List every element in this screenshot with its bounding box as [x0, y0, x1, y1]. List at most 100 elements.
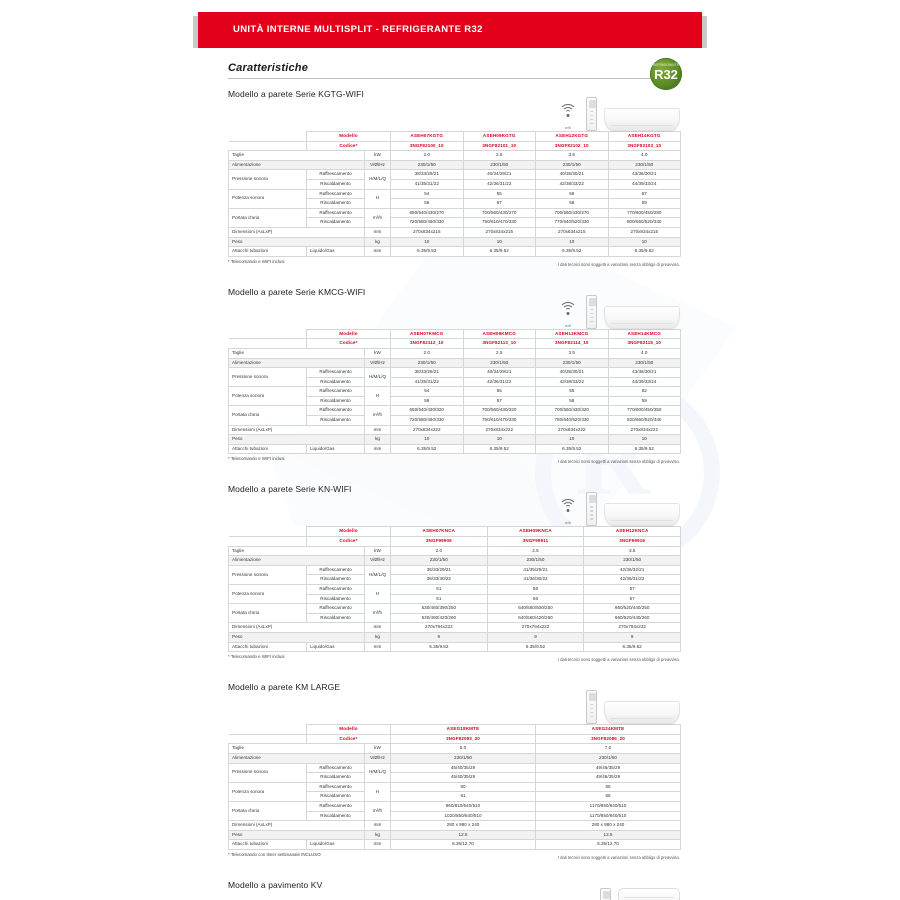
model-name: ASEH12KGTG: [535, 131, 609, 142]
product-icons: [600, 878, 680, 900]
cell-value: 57: [583, 593, 681, 605]
model-code: 3NGF82112_10: [390, 338, 464, 349]
unit-cell: kW: [364, 347, 391, 359]
table-row-potenza-raff: Potenza sonora Raffrescamento H 60 65: [228, 781, 681, 802]
wall-unit-image: [604, 108, 680, 131]
cell-value: 230/1/50: [390, 159, 464, 171]
table-row-portata-raff: Portata d'aria Raffrescamento m³/h 650/5…: [228, 207, 681, 228]
content-column: Caratteristiche REFRIGERANTE R32 Modello…: [228, 58, 682, 900]
model-code: 3NGF82100_10: [390, 140, 464, 152]
model-code: 3NGF82101_10: [462, 140, 536, 152]
cell-value: 6.35/9.52: [535, 246, 609, 257]
sub-label: Raffrescamento: [306, 207, 365, 219]
unit-cell: mm: [364, 226, 391, 238]
table-row-taglie: Taglie kW 5.0 7.0: [228, 743, 681, 754]
row-label: Attacchi tubazioni: [228, 839, 307, 850]
model-code: 3NGF82113_10: [462, 338, 536, 349]
cell-value: 42/36/31/22: [462, 376, 536, 388]
cell-value: 41/35/29/21: [486, 564, 585, 576]
cell-value: 650/540/430/270: [390, 207, 464, 219]
cell-value: 270x784x222: [583, 622, 681, 633]
cell-value: 12.5: [535, 829, 681, 841]
block-header: Modello a parete Serie KMCG-WIFI wifi: [228, 285, 680, 329]
cell-value: 230/1/50: [390, 555, 488, 566]
table-row-dimensioni: Dimensioni (AxLxP) mm 280 x 980 x 240 280 …: [228, 820, 681, 831]
cell-value: 42/36/31/22: [583, 574, 681, 585]
product-icons: wifi: [557, 285, 680, 329]
cell-value: 700/560/430/320: [462, 405, 536, 417]
row-label: Portata d'aria: [228, 800, 307, 822]
r32-refrigerant-badge: REFRIGERANTE R32: [650, 58, 682, 90]
cell-value: 230/1/50: [462, 357, 536, 369]
cell-value: 10: [535, 434, 609, 445]
cell-value: 44/39/33/24: [607, 376, 681, 388]
wall-unit-image: [604, 305, 680, 329]
block-title: Modello a parete Serie KMCG-WIFI: [228, 286, 366, 297]
sub-label: Raffrescamento: [306, 386, 365, 397]
unit-cell: V/Ø/Hz: [364, 357, 391, 369]
cell-value: 41/36/30/22: [486, 574, 585, 585]
unit-cell: kW: [364, 150, 391, 161]
floor-unit-image: [618, 887, 680, 900]
wifi-icon: wifi: [557, 104, 579, 130]
cell-value: 230/1/50: [535, 752, 681, 764]
cell-value: 55: [462, 386, 536, 397]
model-name: ASEG24KMTE: [535, 724, 681, 735]
cell-value: 270x834x215: [462, 226, 536, 238]
table-row-portata-risc: Riscaldamento 530/460/420/260 640/560/420…: [229, 612, 681, 624]
header-modello: Modello: [306, 526, 391, 538]
table-row-model: Modello ASEH07KNCA ASEH09KNCA ASEH12KNCA: [228, 526, 681, 538]
unit-cell: mm: [364, 622, 391, 633]
cell-value: 3.5: [535, 347, 609, 359]
block-header: Modello a parete KM LARGE: [228, 680, 680, 725]
cell-value: 270x834x222: [535, 424, 609, 436]
cell-value: 650/540/430/320: [390, 405, 464, 417]
cell-value: 49/46/35/29: [535, 762, 681, 774]
sub-label: Riscaldamento: [306, 415, 365, 426]
cell-value: 230/1/50: [486, 555, 585, 566]
cell-value: 40/34/29/21: [462, 169, 536, 180]
cell-value: 660/520/440/250: [583, 603, 681, 614]
wifi-icon: wifi: [557, 301, 579, 328]
model-code: 3NGF82114_10: [535, 338, 609, 349]
model-name: ASEH09KNCA: [486, 526, 585, 538]
row-label: Dimensioni (AxLxP): [228, 622, 365, 633]
unit-cell: V/Ø/Hz: [364, 159, 391, 171]
cell-value: 57: [462, 395, 536, 407]
sub-label: Riscaldamento: [306, 178, 365, 190]
sub-label: Riscaldamento: [306, 810, 365, 822]
cell-value: 780/640/520/330: [535, 415, 609, 426]
table-row-attacchi: Attacchi tubazioni Liquido/Gas mm 6.35/12…: [228, 839, 681, 850]
cell-value: 65: [535, 781, 681, 793]
spec-block: Modello a parete Serie KN-WIFI wifi Mode…: [228, 482, 681, 666]
model-code: 3NGF82083_20: [390, 733, 536, 745]
sub-label: Riscaldamento: [306, 376, 365, 388]
unit-cell: m³/h: [364, 207, 391, 228]
model-code: 3NGF82103_10: [607, 140, 681, 152]
footnote: * Telecomando con timer settimanale INCL…: [228, 851, 321, 857]
cell-value: 59: [607, 198, 681, 209]
table-row-model: Modello ASEH07KMCG ASEH09KMCG ASEH12KMCG AS…: [228, 328, 681, 340]
cell-value: 56: [390, 198, 464, 209]
cell-value: 530/460/390/250: [390, 603, 488, 614]
disclaimer: I dati tecnici sono soggetti a variazion…: [557, 854, 680, 860]
cell-value: 54: [390, 188, 464, 200]
table-row-potenza-raff: Potenza sonora Raffrescamento H 54 55 56 57: [228, 188, 681, 209]
cell-value: 41/35/31/22: [390, 178, 464, 190]
block-title: Modello a pavimento KV: [228, 879, 323, 890]
unit-cell: kW: [364, 545, 391, 557]
cell-value: 40/34/29/21: [462, 367, 536, 378]
cell-value: 43/36/30/21: [607, 367, 681, 378]
sub-label: Raffrescamento: [306, 603, 365, 614]
unit-cell: mm: [364, 839, 391, 850]
spec-table: Modello ASEH07KGTG ASEH09KGTG ASEH12KGTG AS…: [228, 131, 681, 257]
cell-value: 960/810/640/510: [390, 800, 536, 812]
cell-value: 10: [535, 236, 609, 248]
sub-label: Riscaldamento: [306, 791, 365, 802]
cell-value: 56: [535, 188, 609, 200]
block-footer: * Telecomando con timer settimanale INCL…: [228, 852, 680, 864]
row-label: Dimensioni (AxLxP): [228, 424, 365, 436]
cell-value: 270x834x215: [607, 226, 681, 238]
cell-value: 2.5: [462, 347, 536, 359]
table-row-taglie: Taglie kW 2.0 2.5 3.5 4.0: [228, 150, 681, 161]
